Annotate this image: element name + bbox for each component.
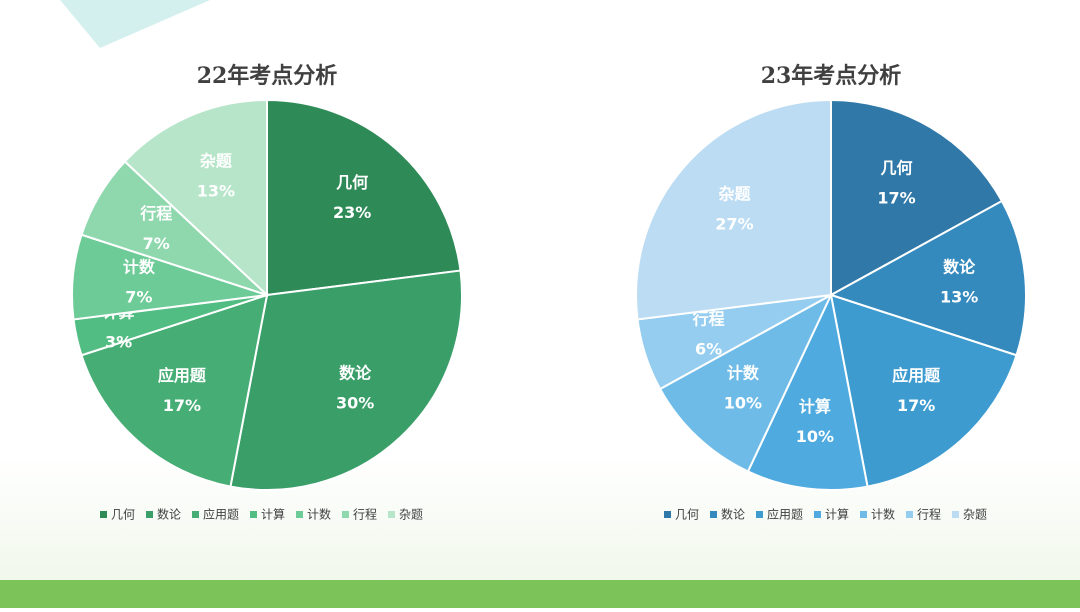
legend-swatch: [860, 511, 867, 518]
slice-category: 应用题: [158, 366, 207, 385]
legend-swatch: [296, 511, 303, 518]
slice-category: 几何: [336, 173, 368, 192]
slice-category: 数论: [339, 363, 372, 382]
legend-swatch: [342, 511, 349, 518]
pie-slice: [635, 98, 832, 321]
pie-slice: [829, 293, 1018, 488]
data-label: 13%: [197, 181, 235, 200]
data-label: 17%: [897, 396, 935, 415]
data-label: 17%: [877, 189, 915, 208]
legend-swatch: [906, 511, 913, 518]
legend-label: 几何: [111, 508, 135, 522]
footer-bar: [0, 580, 1080, 608]
legend-label: 应用题: [203, 507, 239, 522]
data-label: 13%: [940, 287, 978, 306]
data-label: 7%: [125, 287, 152, 306]
pie-slice: [266, 98, 462, 297]
pie-slice: [123, 98, 268, 298]
slice-category: 应用题: [892, 366, 941, 385]
legend-swatch: [756, 511, 763, 518]
legend-label: 计数: [307, 507, 331, 522]
data-label: 3%: [105, 333, 132, 352]
slice-category: 计数: [727, 363, 760, 382]
slice-category: 行程: [139, 204, 172, 223]
data-label: 7%: [143, 234, 170, 253]
legend-swatch: [710, 511, 717, 518]
pie-slice: [658, 292, 834, 473]
decor: [60, 0, 210, 48]
chart-title: 23年考点分析: [761, 63, 902, 89]
slice-category: 行程: [692, 309, 725, 328]
legend-label: 行程: [353, 507, 377, 522]
data-label: 23%: [333, 203, 371, 222]
legend-swatch: [952, 511, 959, 518]
pie-slice: [828, 199, 1027, 357]
slice-category: 计算: [799, 397, 831, 416]
legend-label: 行程: [917, 507, 941, 522]
data-label: 30%: [336, 393, 374, 412]
slice-category: 杂题: [200, 151, 233, 170]
legend-swatch: [250, 511, 257, 518]
legend-swatch: [100, 511, 107, 518]
slice-category: 数论: [943, 257, 976, 276]
legend-label: 几何: [675, 508, 699, 522]
slice-category: 杂题: [718, 184, 751, 203]
legend-swatch: [664, 511, 671, 518]
pie-slice: [830, 98, 1004, 297]
legend-label: 计算: [261, 507, 285, 522]
legend-swatch: [814, 511, 821, 518]
data-label: 17%: [163, 396, 201, 415]
legend-label: 数论: [721, 507, 745, 522]
legend-label: 计数: [871, 507, 895, 522]
data-label: 6%: [695, 339, 722, 358]
pie-slice: [229, 269, 463, 491]
legend-label: 计算: [825, 507, 849, 522]
slice-category: 几何: [881, 159, 913, 178]
legend-label: 数论: [157, 507, 181, 522]
legend-label: 杂题: [399, 508, 423, 522]
pie-slice: [80, 293, 269, 488]
legend-swatch: [388, 511, 395, 518]
legend-label: 杂题: [963, 508, 987, 522]
data-label: 27%: [715, 214, 753, 233]
data-label: 10%: [796, 427, 834, 446]
data-label: 10%: [724, 393, 762, 412]
legend-label: 应用题: [767, 507, 803, 522]
slice-category: 计数: [123, 257, 156, 276]
chart-title: 22年考点分析: [197, 63, 338, 89]
legend-swatch: [192, 511, 199, 518]
pie-slice: [746, 291, 869, 491]
legend-swatch: [146, 511, 153, 518]
